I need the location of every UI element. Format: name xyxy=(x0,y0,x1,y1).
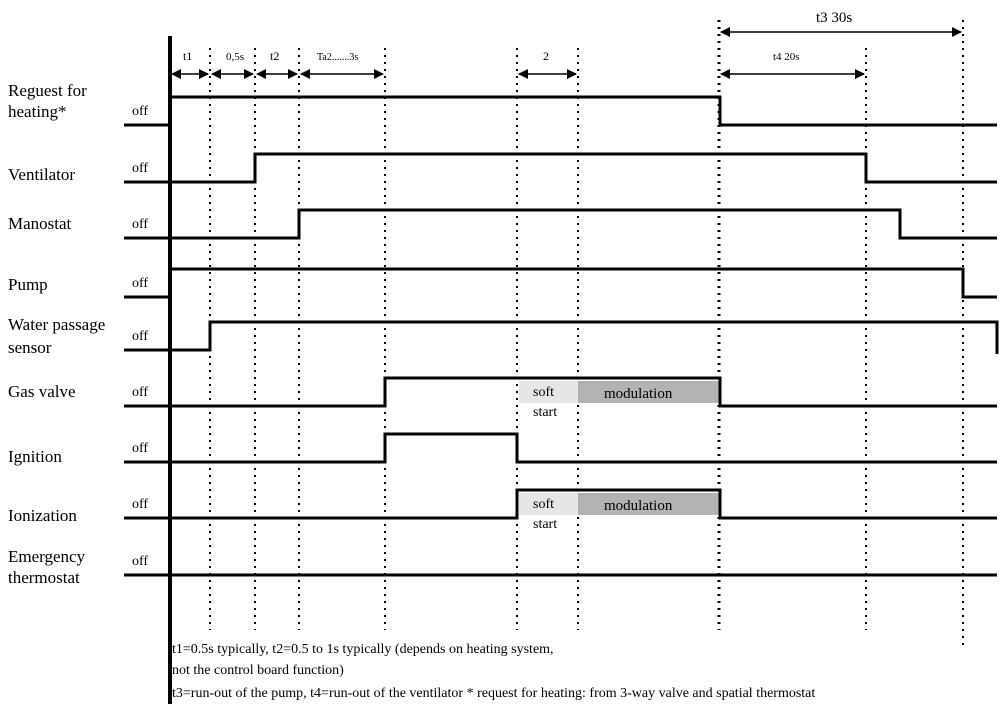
timing-annotations: t1 0,5s t2 Ta2.......3s 2 t4 20s t3 30s xyxy=(171,10,962,79)
off-label-emergency: off xyxy=(132,554,148,569)
signal-label-emergency-2: thermostat xyxy=(8,568,80,587)
off-label-ionization: off xyxy=(132,497,148,512)
signal-label-water-sensor-1: Water passage xyxy=(8,315,105,334)
modulation-box-ionization xyxy=(578,493,719,515)
signal-label-request-1: Reguest for xyxy=(8,81,87,100)
note-line-1: t1=0.5s typically, t2=0.5 to 1s typicall… xyxy=(172,642,554,657)
signal-label-pump: Pump xyxy=(8,275,48,294)
t3-label: t3 30s xyxy=(816,10,852,26)
signal-label-emergency-1: Emergency xyxy=(8,547,86,566)
t2-label: t2 xyxy=(270,49,279,63)
signal-label-request-2: heating* xyxy=(8,102,67,121)
waveform-manostat xyxy=(124,208,997,240)
note-line-3: t3=run-out of the pump, t4=run-out of th… xyxy=(172,686,815,701)
signal-row-water-sensor: Water passage sensor off xyxy=(8,315,999,357)
off-label-ignition: off xyxy=(132,441,148,456)
time-markers xyxy=(209,20,964,650)
waveform-request xyxy=(170,95,997,127)
signal-row-pump: Pump off xyxy=(8,267,997,299)
soft-start-text-ionization: soft xyxy=(533,497,554,512)
modulation-box-gas-valve xyxy=(578,381,719,403)
t4-label: t4 20s xyxy=(773,51,800,63)
waveform-gas-valve xyxy=(124,376,997,408)
soft-start-text2-gas-valve: start xyxy=(533,405,557,420)
signal-row-emergency: Emergency thermostat off xyxy=(8,547,997,587)
signal-label-ignition: Ignition xyxy=(8,447,62,466)
signal-row-request: Reguest for heating* off xyxy=(8,81,997,127)
note-line-2: not the control board function) xyxy=(172,663,344,678)
footnotes: t1=0.5s typically, t2=0.5 to 1s typicall… xyxy=(172,642,815,701)
signal-row-ionization: Ionization off soft start modulation xyxy=(8,488,997,532)
off-label-gas-valve: off xyxy=(132,385,148,400)
soft-start-box-gas-valve xyxy=(519,381,578,403)
signal-label-manostat: Manostat xyxy=(8,214,72,233)
off-label-ventilator: off xyxy=(132,161,148,176)
modulation-text-gas-valve: modulation xyxy=(604,386,673,402)
signal-row-manostat: Manostat off xyxy=(8,208,997,240)
soft-start-duration-label: 2 xyxy=(543,49,549,63)
signal-label-water-sensor-2: sensor xyxy=(8,338,52,357)
waveform-ventilator xyxy=(124,152,997,184)
half-second-label: 0,5s xyxy=(226,51,244,63)
soft-start-box-ionization xyxy=(519,493,578,515)
waveform-ionization xyxy=(124,488,997,520)
soft-start-text-gas-valve: soft xyxy=(533,385,554,400)
modulation-text-ionization: modulation xyxy=(604,498,673,514)
signal-row-ventilator: Ventilator off xyxy=(8,152,997,184)
soft-start-text2-ionization: start xyxy=(533,517,557,532)
signal-row-ignition: Ignition off xyxy=(8,432,997,466)
off-label-manostat: off xyxy=(132,217,148,232)
off-label-request: off xyxy=(132,104,148,119)
off-label-water-sensor: off xyxy=(132,329,148,344)
signal-label-ionization: Ionization xyxy=(8,506,77,525)
signal-label-ventilator: Ventilator xyxy=(8,165,75,184)
signal-label-gas-valve: Gas valve xyxy=(8,382,76,401)
waveform-water-sensor xyxy=(124,320,999,354)
signal-row-gas-valve: Gas valve off soft start modulation xyxy=(8,376,997,420)
t1-label: t1 xyxy=(183,49,192,63)
waveform-pump xyxy=(170,267,997,299)
off-label-pump: off xyxy=(132,276,148,291)
waveform-ignition xyxy=(124,432,997,464)
ta2-label: Ta2.......3s xyxy=(317,52,358,63)
